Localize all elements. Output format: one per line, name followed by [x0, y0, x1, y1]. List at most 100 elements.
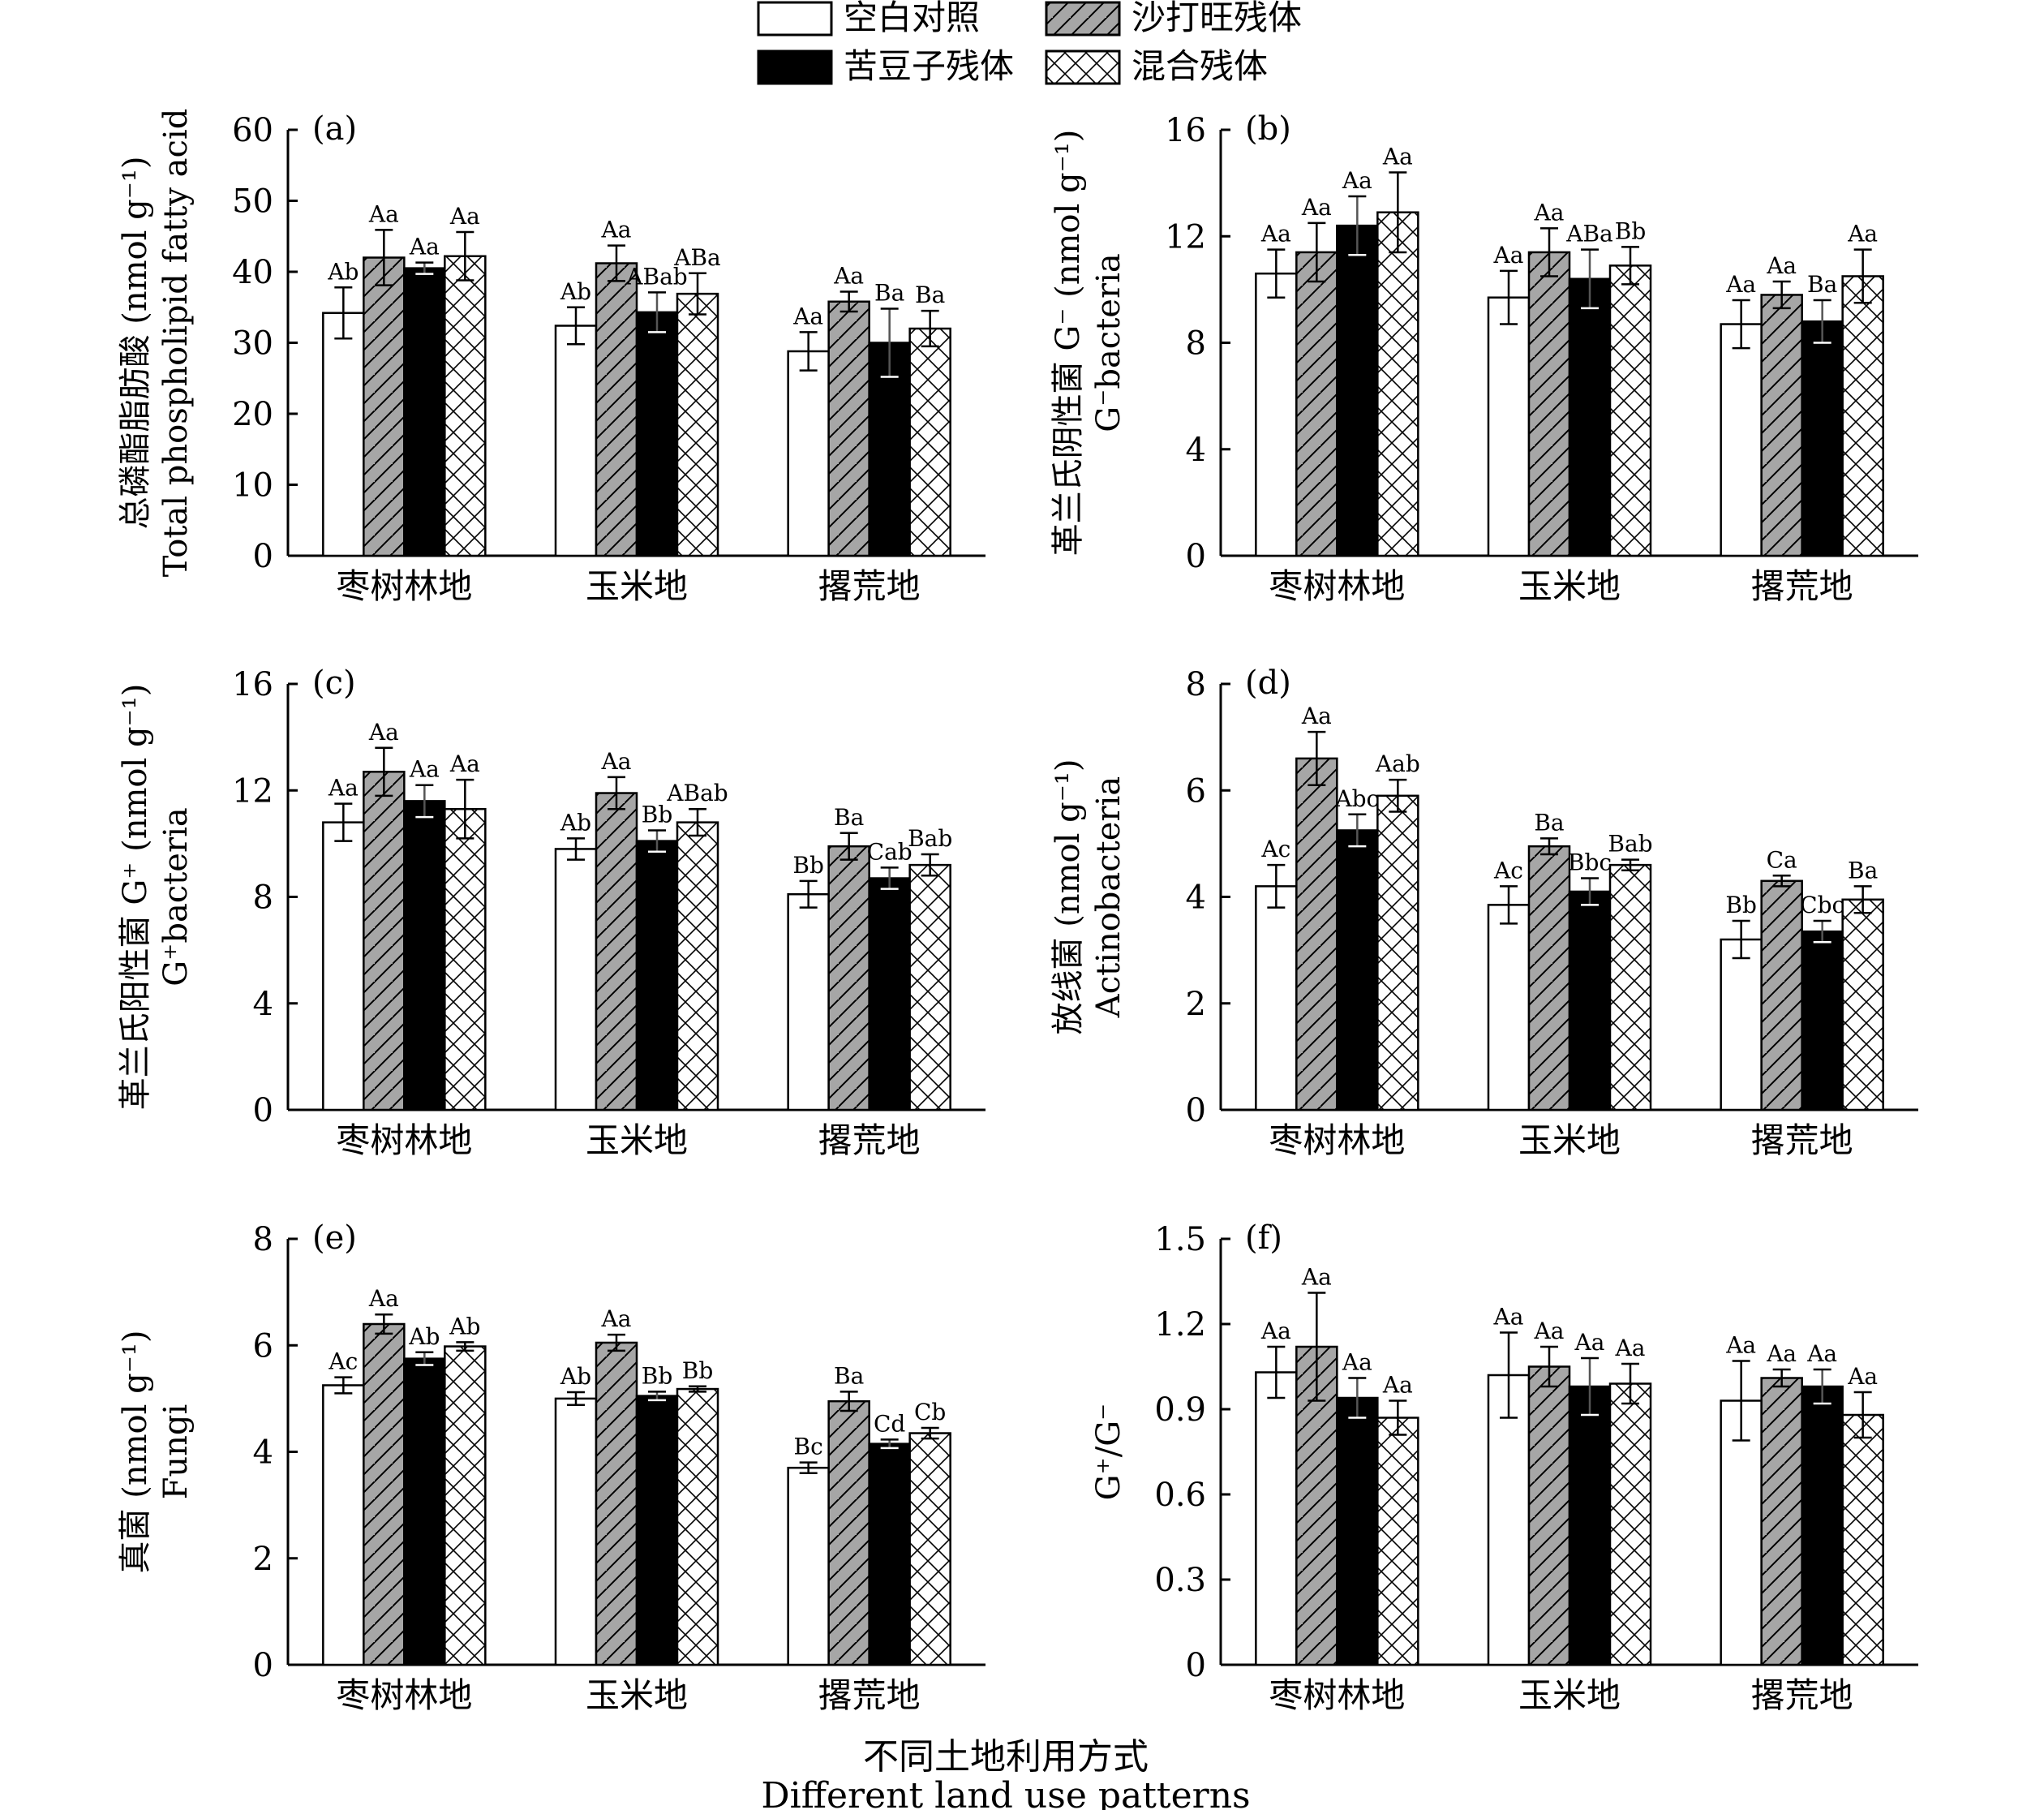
bar-mixed: [1608, 1382, 1652, 1666]
y-label-zh: 革兰氏阳性菌 G⁺ (nmol g⁻¹): [117, 684, 154, 1111]
bar-kudouzi: [635, 1395, 679, 1666]
bar-mixed: [1608, 863, 1652, 1111]
x-title-en: Different land use patterns: [761, 1775, 1250, 1810]
y-tick-label: 1.2: [1154, 1306, 1206, 1344]
legend-label-kudouzi: 苦豆子残体: [844, 46, 1014, 86]
significance-label: Bab: [1608, 831, 1652, 858]
legend-swatch-blank: [757, 1, 833, 37]
y-label-zh: 放线菌 (nmol g⁻¹): [1050, 759, 1087, 1035]
bar-kudouzi: [868, 1442, 911, 1666]
y-tick-label: 4: [253, 986, 273, 1023]
category-label: 枣树林地: [1269, 1675, 1405, 1715]
y-label: G⁺/G⁻: [1090, 1404, 1127, 1501]
bar-mixed: [676, 292, 719, 557]
significance-label: Aa: [1301, 1264, 1332, 1291]
panel-label: (e): [312, 1219, 357, 1257]
category-label: 撂荒地: [818, 566, 921, 606]
bar-shadawang: [827, 845, 870, 1111]
bar-kudouzi: [1801, 930, 1844, 1111]
significance-label: ABa: [1565, 221, 1613, 247]
y-tick-label: 4: [1186, 432, 1206, 469]
category-label: 撂荒地: [1751, 1675, 1853, 1715]
bar-blank: [1720, 1399, 1763, 1666]
significance-label: Aa: [1806, 1340, 1837, 1367]
bar-kudouzi: [1336, 829, 1379, 1111]
bar-shadawang: [363, 1322, 406, 1666]
y-tick-label: 8: [1186, 325, 1206, 363]
significance-label: Bbc: [1568, 849, 1612, 876]
legend-label-mixed: 混合残体: [1132, 46, 1268, 86]
bar-mixed: [1376, 1417, 1419, 1666]
category-label: 枣树林地: [336, 1675, 472, 1715]
chart-panel-2: 0 4 8 12 16 (b) 革兰氏阴性菌 G⁻ (nmol g⁻¹) G⁻bacteria…: [1050, 110, 1918, 606]
significance-label: Ac: [328, 1348, 358, 1375]
bar-kudouzi: [1801, 1385, 1844, 1666]
y-tick-label: 6: [253, 1327, 273, 1365]
significance-label: Bc: [794, 1434, 823, 1460]
category-label: 玉米地: [586, 1120, 688, 1160]
bar-blank: [322, 821, 365, 1111]
bar-mixed: [908, 327, 951, 557]
significance-label: Ab: [408, 1323, 440, 1350]
y-tick-label: 60: [232, 112, 273, 149]
y-label-zh: 革兰氏阴性菌 G⁻ (nmol g⁻¹): [1050, 130, 1087, 557]
category-label: 玉米地: [586, 1675, 688, 1715]
bar-blank: [1720, 938, 1763, 1111]
chart-panel-6: 0 0.3 0.6 0.9 1.2 1.5 (f) G⁺/G⁻ Aa Aa Aa Aa 枣树林地 Aa Aa…: [1090, 1219, 1918, 1715]
category-label: 枣树林地: [336, 1120, 472, 1160]
bar-shadawang: [363, 256, 406, 557]
bar-mixed: [1376, 211, 1419, 557]
y-label-zh: 真菌 (nmol g⁻¹): [117, 1331, 154, 1574]
y-tick-label: 30: [232, 325, 273, 363]
y-tick-label: 20: [232, 396, 273, 433]
significance-label: Aa: [1301, 194, 1332, 221]
bar-shadawang: [595, 262, 638, 557]
significance-label: Aa: [409, 756, 440, 783]
significance-label: Aa: [1615, 1335, 1646, 1361]
bar-blank: [787, 892, 830, 1111]
significance-label: Bb: [642, 1362, 673, 1389]
significance-label: Aa: [601, 1305, 632, 1332]
significance-label: Ba: [1534, 809, 1564, 836]
significance-label: Ca: [1767, 846, 1797, 873]
bar-shadawang: [1295, 251, 1338, 557]
bar-shadawang: [595, 792, 638, 1111]
significance-label: Ba: [1848, 857, 1878, 884]
significance-label: Aa: [1534, 1318, 1565, 1344]
y-tick-label: 1.5: [1154, 1221, 1206, 1258]
bar-kudouzi: [635, 840, 679, 1111]
bar-kudouzi: [403, 267, 446, 557]
significance-label: Aa: [368, 200, 399, 227]
significance-label: Cb: [914, 1399, 946, 1425]
category-label: 撂荒地: [1751, 566, 1853, 606]
y-tick-label: 0: [1186, 1092, 1206, 1129]
bar-shadawang: [1760, 879, 1803, 1111]
significance-label: Aa: [1342, 1349, 1372, 1376]
category-label: 枣树林地: [1269, 566, 1405, 606]
bar-blank: [1720, 323, 1763, 557]
y-tick-label: 0: [253, 1092, 273, 1129]
significance-label: Aa: [1534, 199, 1565, 226]
significance-label: Aa: [449, 750, 480, 777]
y-tick-label: 40: [232, 254, 273, 291]
significance-label: Aa: [1382, 1372, 1413, 1399]
bar-kudouzi: [1336, 1396, 1379, 1666]
bar-mixed: [1608, 264, 1652, 557]
bar-blank: [322, 312, 365, 557]
bar-blank: [787, 350, 830, 557]
significance-label: Bb: [1615, 217, 1647, 244]
significance-label: Aa: [1725, 1332, 1756, 1359]
y-tick-label: 0: [253, 1647, 273, 1684]
bar-shadawang: [363, 771, 406, 1111]
significance-label: Aa: [1493, 1304, 1524, 1331]
y-tick-label: 0.3: [1154, 1562, 1206, 1599]
bar-mixed: [444, 255, 487, 557]
bar-mixed: [1841, 898, 1884, 1111]
significance-label: Aa: [1342, 167, 1372, 194]
category-label: 撂荒地: [818, 1120, 921, 1160]
bar-kudouzi: [868, 877, 911, 1111]
significance-label: Aa: [1847, 221, 1878, 247]
bar-blank: [1255, 272, 1298, 557]
significance-label: Aa: [833, 263, 864, 290]
